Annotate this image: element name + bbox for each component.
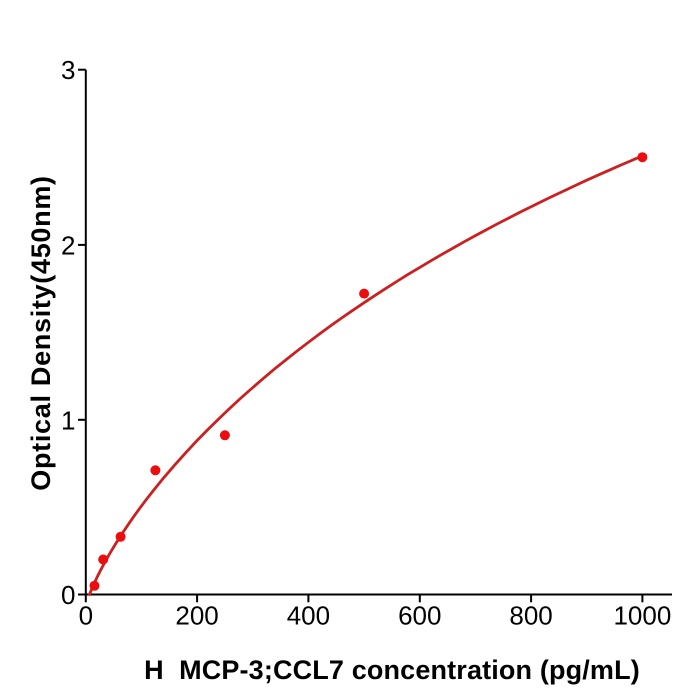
svg-text:0: 0	[61, 580, 75, 610]
svg-text:1: 1	[61, 405, 75, 435]
svg-text:1000: 1000	[613, 601, 671, 631]
svg-text:800: 800	[509, 601, 552, 631]
svg-text:3: 3	[61, 55, 75, 85]
svg-text:600: 600	[398, 601, 441, 631]
svg-text:Optical Density(450nm): Optical Density(450nm)	[26, 175, 56, 491]
svg-text:400: 400	[287, 601, 330, 631]
svg-text:2: 2	[61, 230, 75, 260]
svg-text:200: 200	[175, 601, 218, 631]
svg-text:0: 0	[79, 601, 93, 631]
svg-text:H MCP-3;CCL7 concentration (p: H MCP-3;CCL7 concentration (pg/mL)	[144, 655, 640, 685]
